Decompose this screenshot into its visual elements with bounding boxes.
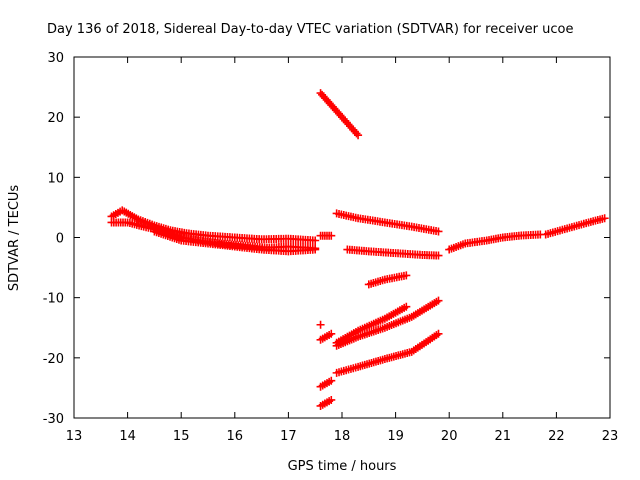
series-arc-10 <box>316 329 336 344</box>
y-tick-label: 0 <box>56 232 64 247</box>
x-tick-label: 23 <box>602 429 619 444</box>
data-point <box>434 227 443 236</box>
x-tick-label: 14 <box>119 429 136 444</box>
data-point <box>434 329 443 338</box>
series-arc-1 <box>107 206 320 245</box>
x-tick-label: 15 <box>173 429 190 444</box>
series-arc-9 <box>316 320 325 329</box>
plot-frame <box>73 56 611 419</box>
series-arc-3 <box>150 227 320 256</box>
x-tick-label: 16 <box>227 429 244 444</box>
series-arc-11 <box>332 302 411 347</box>
data-point <box>327 395 336 404</box>
data-point <box>402 271 411 280</box>
axis-ticks: 13 14 15 16 17 18 19 20 21 22 23 -30 -20 -10 0 10 20 30 <box>43 51 619 444</box>
data-point <box>316 320 325 329</box>
data-point <box>434 251 443 260</box>
y-tick-label: 10 <box>47 171 64 186</box>
data-point <box>354 131 363 140</box>
x-tick-label: 13 <box>66 429 83 444</box>
series-arc-6 <box>332 209 443 236</box>
series-arc-17 <box>541 214 609 239</box>
series-arc-14 <box>316 376 336 391</box>
data-point <box>402 302 411 311</box>
y-tick-label: 20 <box>47 111 64 126</box>
y-axis-label: SDTVAR / TECUs <box>7 185 22 292</box>
x-tick-label: 21 <box>495 429 512 444</box>
data-points <box>107 89 609 410</box>
y-tick-label: -20 <box>43 352 64 367</box>
x-tick-label: 22 <box>548 429 565 444</box>
series-arc-12 <box>332 296 443 350</box>
data-point <box>327 329 336 338</box>
series-arc-16 <box>445 230 545 254</box>
series-arc-15 <box>316 395 336 410</box>
series-arc-8 <box>364 271 411 289</box>
series-arc-13 <box>332 329 443 377</box>
data-point <box>311 236 320 245</box>
data-point <box>327 376 336 385</box>
y-tick-label: -30 <box>43 412 64 427</box>
data-point <box>327 231 336 240</box>
data-point <box>352 129 361 138</box>
series-arc-5 <box>316 89 363 140</box>
x-axis-label: GPS time / hours <box>288 459 397 474</box>
x-tick-label: 19 <box>387 429 404 444</box>
data-point <box>600 214 609 223</box>
y-tick-label: -10 <box>43 292 64 307</box>
data-point <box>311 245 320 254</box>
x-tick-label: 18 <box>334 429 351 444</box>
x-tick-label: 20 <box>441 429 458 444</box>
series-arc-4 <box>316 231 336 240</box>
data-point <box>434 296 443 305</box>
series-arc-7 <box>343 245 443 260</box>
chart-title: Day 136 of 2018, Sidereal Day-to-day VTE… <box>47 22 573 37</box>
x-tick-label: 17 <box>280 429 297 444</box>
y-tick-label: 30 <box>47 51 64 66</box>
